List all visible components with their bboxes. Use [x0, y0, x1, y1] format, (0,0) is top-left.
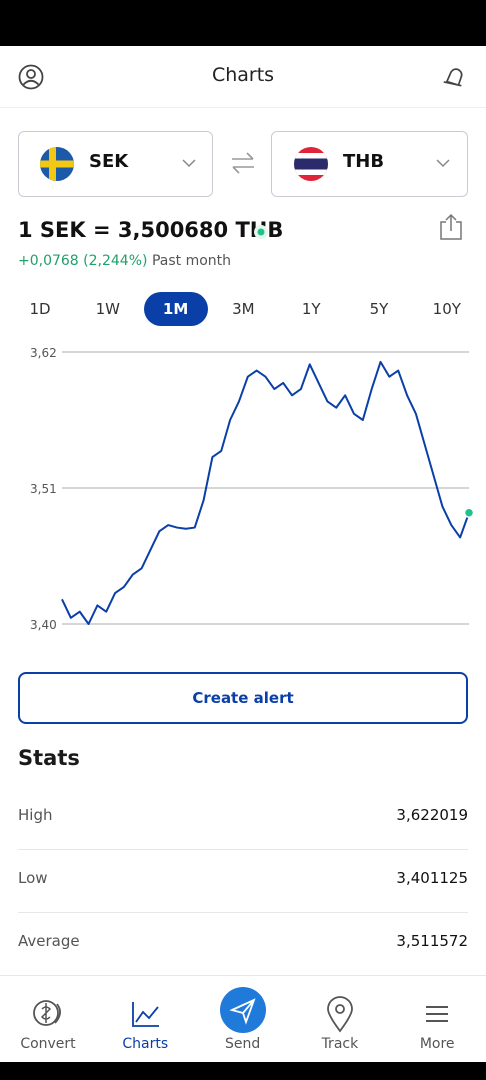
current-marker	[463, 507, 475, 518]
bottom-nav	[0, 975, 486, 1063]
range-tab[interactable]: 1D	[29, 300, 51, 318]
create-alert-button[interactable]: Create alert	[18, 672, 468, 724]
nav-item[interactable]: Send	[224, 1036, 261, 1052]
change: +0,0768 (2,244%) Past month	[18, 253, 231, 269]
to-code: THB	[343, 151, 385, 172]
bell-icon[interactable]	[441, 64, 467, 90]
stats-row: Low 3,401125	[18, 849, 468, 913]
nav-item[interactable]: Charts	[122, 1036, 169, 1052]
range-tab[interactable]: 5Y	[369, 300, 389, 318]
range-tab[interactable]: 1W	[95, 300, 120, 318]
stats-label: Low	[18, 869, 48, 887]
divider	[0, 107, 486, 108]
price-line	[61, 360, 470, 625]
stats-value: 3,622019	[396, 806, 468, 824]
header-title: Charts	[211, 64, 275, 86]
range-tab[interactable]: 1M	[143, 292, 208, 326]
live-dot	[254, 225, 268, 239]
change-value: +0,0768 (2,244%)	[18, 253, 148, 269]
nav-icons	[33, 987, 448, 1033]
status-bar	[0, 0, 486, 46]
profile-icon[interactable]	[18, 64, 44, 90]
range-tab[interactable]: 3M	[232, 300, 255, 318]
period: Past month	[151, 253, 232, 269]
chevron	[182, 159, 196, 168]
stats-label: High	[18, 806, 53, 824]
nav-item[interactable]: More	[419, 1036, 455, 1052]
range-tab[interactable]: 1Y	[301, 300, 321, 318]
y-tick-label: 3,62	[30, 346, 57, 360]
stats-value: 3,511572	[396, 932, 468, 950]
nav-item[interactable]: Track	[321, 1036, 359, 1052]
stats-value: 3,401125	[396, 869, 468, 887]
flag-th	[294, 147, 328, 181]
y-tick-label: 3,51	[30, 482, 57, 496]
stats-label: Average	[18, 932, 80, 950]
stats-row: Average 3,511572	[18, 912, 468, 976]
share-icon[interactable]	[438, 213, 464, 241]
range-tab[interactable]: 10Y	[432, 300, 461, 318]
stats-title: Stats	[18, 746, 80, 770]
flag-se	[40, 147, 74, 181]
to-currency[interactable]	[271, 131, 468, 197]
nav-item[interactable]: Convert	[20, 1036, 76, 1052]
swap-icon[interactable]	[230, 151, 256, 175]
from-code: SEK	[89, 151, 129, 172]
from-currency[interactable]	[18, 131, 213, 197]
system-bar	[0, 1062, 486, 1080]
y-tick-label: 3,40	[30, 618, 57, 632]
chevron	[436, 159, 450, 168]
chart: 3,62 3,51 3,40	[30, 346, 475, 632]
stats-row: High 3,622019	[18, 786, 468, 850]
rate: 1 SEK = 3,500680 THB	[18, 218, 284, 242]
